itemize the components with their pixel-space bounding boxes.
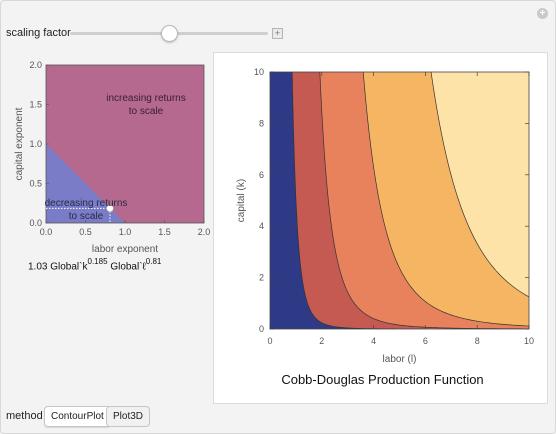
contour-y-tick-label: 8 bbox=[259, 118, 264, 128]
scaling-factor-label: scaling factor bbox=[6, 27, 71, 39]
returns-to-scale-plot[interactable]: 0.0 0.5 1.0 1.5 2.0 0.0 0.5 1.0 1.5 2.0 labor expo… bbox=[0, 58, 212, 258]
left-xlabel: labor exponent bbox=[92, 244, 158, 255]
y-tick-label: 2.0 bbox=[29, 60, 42, 70]
y-tick-label: 1.5 bbox=[29, 100, 42, 110]
contour-x-tick-label: 0 bbox=[267, 336, 272, 346]
contour-x-tick-label: 10 bbox=[524, 336, 534, 346]
contour-band-1 bbox=[270, 72, 396, 329]
contour-line-3 bbox=[362, 72, 529, 327]
left-ylabel: capital exponent bbox=[14, 107, 25, 180]
production-function-formula: 1.03 Global`k0.185 Global`ℓ0.81 bbox=[28, 257, 162, 273]
increasing-returns-label: increasing returns bbox=[106, 93, 185, 104]
contour-ylabel: capital (k) bbox=[236, 179, 247, 222]
increasing-returns-label-2: to scale bbox=[129, 106, 164, 117]
contour-x-tick-label: 6 bbox=[423, 336, 428, 346]
contour-line-2 bbox=[319, 72, 529, 329]
x-tick-label: 0.0 bbox=[40, 227, 53, 237]
contour-plot: 0 2 4 6 8 10 0 2 4 6 8 10 labor (l) capital (k) Cobb-D… bbox=[236, 67, 534, 387]
contour-line-4 bbox=[430, 72, 529, 298]
scaling-factor-slider-thumb[interactable] bbox=[161, 25, 178, 42]
exponent-locator-point[interactable] bbox=[106, 204, 114, 213]
contour-x-tick-label: 2 bbox=[319, 336, 324, 346]
x-tick-label: 2.0 bbox=[198, 227, 211, 237]
contour-xlabel: labor (l) bbox=[383, 354, 417, 365]
contour-y-tick-label: 0 bbox=[259, 324, 264, 334]
formula-term-labor: Global`ℓ bbox=[110, 261, 146, 273]
method-label: method bbox=[6, 410, 43, 422]
x-tick-label: 1.0 bbox=[119, 227, 132, 237]
x-tick-label: 0.5 bbox=[79, 227, 92, 237]
slider-expand-icon[interactable]: + bbox=[272, 28, 283, 39]
y-tick-label: 0.5 bbox=[29, 179, 42, 189]
contour-title: Cobb-Douglas Production Function bbox=[281, 372, 483, 387]
method-contourplot-button[interactable]: ContourPlot bbox=[44, 406, 111, 427]
formula-exp-labor: 0.81 bbox=[145, 257, 162, 266]
y-tick-label: 1.0 bbox=[29, 139, 42, 149]
contour-fill-group bbox=[270, 72, 529, 329]
contour-plot-frame bbox=[269, 71, 530, 330]
contour-y-tick-label: 2 bbox=[259, 273, 264, 283]
contour-x-tick-label: 8 bbox=[475, 336, 480, 346]
contour-band-2 bbox=[270, 72, 529, 329]
decreasing-returns-label: decreasing returns bbox=[45, 198, 128, 209]
contour-line-1 bbox=[291, 72, 396, 329]
add-icon[interactable]: + bbox=[537, 8, 548, 19]
x-tick-label: 1.5 bbox=[158, 227, 171, 237]
decreasing-returns-label-2: to scale bbox=[69, 211, 104, 222]
contour-y-tick-label: 6 bbox=[259, 170, 264, 180]
decreasing-returns-region bbox=[46, 144, 125, 223]
formula-exp-capital: 0.185 bbox=[87, 257, 108, 266]
contour-x-tick-label: 4 bbox=[371, 336, 376, 346]
contour-y-tick-label: 4 bbox=[259, 221, 264, 231]
formula-term-capital: Global`k bbox=[50, 261, 88, 273]
contour-y-tick-label: 10 bbox=[254, 67, 264, 77]
y-tick-label: 0.0 bbox=[29, 218, 42, 228]
method-plot3d-button[interactable]: Plot3D bbox=[106, 406, 151, 427]
formula-coefficient: 1.03 bbox=[28, 261, 48, 273]
